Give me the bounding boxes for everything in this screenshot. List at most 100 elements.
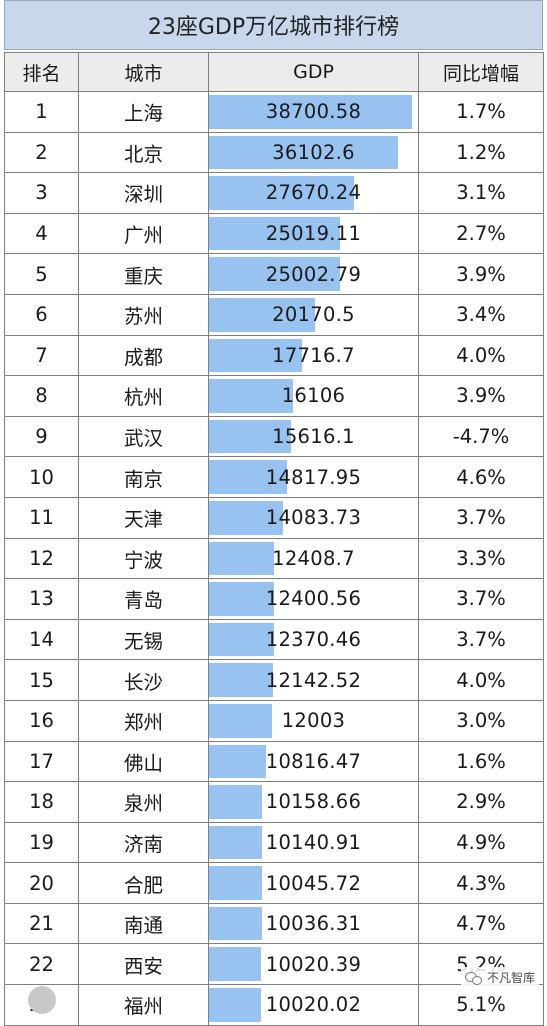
table-row: 6 苏州 20170.5 3.4% [4, 293, 544, 336]
rank-cell: 12 [4, 537, 79, 580]
gdp-data-bar [209, 176, 354, 210]
gdp-cell: 38700.58 [208, 91, 419, 133]
rank-cell: 14 [4, 618, 79, 661]
gdp-value: 14817.95 [265, 465, 362, 489]
rank-cell: 5 [4, 253, 79, 295]
rank-cell: 15 [4, 659, 79, 701]
gdp-cell: 14817.95 [208, 456, 419, 498]
gdp-data-bar [209, 338, 302, 373]
yoy-cell: 3.1% [418, 172, 544, 214]
gdp-data-bar [209, 500, 283, 535]
gdp-value: 10020.02 [265, 993, 362, 1017]
gdp-cell: 10020.39 [208, 943, 419, 986]
gdp-value: 25019.11 [265, 222, 362, 246]
table-row: 14 无锡 12370.46 3.7% [4, 618, 544, 661]
gdp-data-bar [209, 257, 340, 291]
city-cell: 深圳 [78, 172, 209, 214]
gdp-value: 25002.79 [265, 262, 362, 286]
city-cell: 南通 [78, 902, 209, 945]
gdp-value: 10816.47 [265, 749, 362, 773]
table-row: 19 济南 10140.91 4.9% [4, 821, 544, 864]
yoy-cell: 4.0% [418, 659, 544, 701]
gdp-value: 12142.52 [265, 668, 362, 692]
yoy-cell: 4.7% [418, 902, 544, 945]
gdp-data-bar [209, 460, 287, 494]
gdp-value: 20170.5 [272, 303, 355, 327]
gdp-cell: 12408.7 [208, 537, 419, 580]
gdp-data-bar [209, 95, 412, 129]
rank-cell: 2 [4, 131, 79, 174]
gdp-data-bar [209, 582, 274, 616]
gdp-data-bar [209, 541, 274, 576]
rank-cell: 18 [4, 781, 79, 823]
rank-cell: 1 [4, 91, 79, 133]
yoy-cell: 4.3% [418, 862, 544, 904]
gdp-value: 12408.7 [272, 546, 355, 570]
table-row: 10 南京 14817.95 4.6% [4, 456, 544, 498]
yoy-cell: 4.9% [418, 821, 544, 864]
floating-circle [28, 986, 56, 1014]
header-yoy: 同比增幅 [418, 52, 544, 92]
city-cell: 广州 [78, 212, 209, 255]
yoy-cell: -4.7% [418, 415, 544, 458]
gdp-cell: 17716.7 [208, 334, 419, 377]
city-cell: 济南 [78, 821, 209, 864]
gdp-data-bar [209, 703, 272, 738]
city-cell: 泉州 [78, 781, 209, 823]
gdp-cell: 12400.56 [208, 578, 419, 620]
table-row: 13 青岛 12400.56 3.7% [4, 578, 544, 620]
rank-cell: 21 [4, 902, 79, 945]
rank-cell: 22 [4, 943, 79, 986]
table-body: 1 上海 38700.58 1.7% 2 北京 36102.6 1.2% 3 深圳 27670.24… [4, 91, 544, 1026]
gdp-value: 38700.58 [265, 100, 362, 124]
table-row: 1 上海 38700.58 1.7% [4, 91, 544, 133]
gdp-value: 12400.56 [265, 587, 362, 611]
city-cell: 佛山 [78, 740, 209, 783]
city-cell: 天津 [78, 496, 209, 539]
table-row: 8 杭州 16106 3.9% [4, 375, 544, 417]
rank-cell: 9 [4, 415, 79, 458]
gdp-cell: 10020.02 [208, 984, 419, 1026]
yoy-cell: 4.6% [418, 456, 544, 498]
gdp-data-bar [209, 135, 399, 170]
city-cell: 武汉 [78, 415, 209, 458]
header-city: 城市 [78, 52, 209, 92]
gdp-cell: 10045.72 [208, 862, 419, 904]
gdp-cell: 16106 [208, 375, 419, 417]
gdp-value: 27670.24 [265, 181, 362, 205]
gdp-data-bar [209, 622, 274, 657]
page: 23座GDP万亿城市排行榜 排名 城市 GDP 同比增幅 1 上海 38700.58… [4, 0, 544, 1026]
yoy-cell: 3.9% [418, 253, 544, 295]
rank-cell: 17 [4, 740, 79, 783]
gdp-cell: 12142.52 [208, 659, 419, 701]
city-cell: 上海 [78, 91, 209, 133]
gdp-value: 15616.1 [272, 425, 355, 449]
gdp-data-bar [209, 419, 291, 454]
table-row: 16 郑州 12003 3.0% [4, 699, 544, 742]
city-cell: 南京 [78, 456, 209, 498]
gdp-cell: 10036.31 [208, 902, 419, 945]
yoy-cell: 3.7% [418, 578, 544, 620]
wechat-icon [464, 971, 483, 985]
rank-cell: 8 [4, 375, 79, 417]
gdp-value: 10020.39 [265, 952, 362, 976]
header-rank: 排名 [4, 52, 79, 92]
table-row: 20 合肥 10045.72 4.3% [4, 862, 544, 904]
gdp-value: 10140.91 [265, 830, 362, 854]
header-gdp: GDP [208, 52, 419, 92]
rank-cell: 16 [4, 699, 79, 742]
gdp-cell: 27670.24 [208, 172, 419, 214]
city-cell: 福州 [78, 984, 209, 1026]
gdp-value: 16106 [281, 384, 346, 408]
gdp-cell: 10158.66 [208, 781, 419, 823]
gdp-value: 10036.31 [265, 912, 362, 936]
table-row: 9 武汉 15616.1 -4.7% [4, 415, 544, 458]
rank-cell: 20 [4, 862, 79, 904]
rank-cell: 4 [4, 212, 79, 255]
gdp-cell: 25019.11 [208, 212, 419, 255]
gdp-data-bar [209, 866, 262, 900]
gdp-cell: 25002.79 [208, 253, 419, 295]
gdp-value: 12370.46 [265, 628, 362, 652]
gdp-value: 12003 [281, 709, 346, 733]
yoy-cell: 3.0% [418, 699, 544, 742]
